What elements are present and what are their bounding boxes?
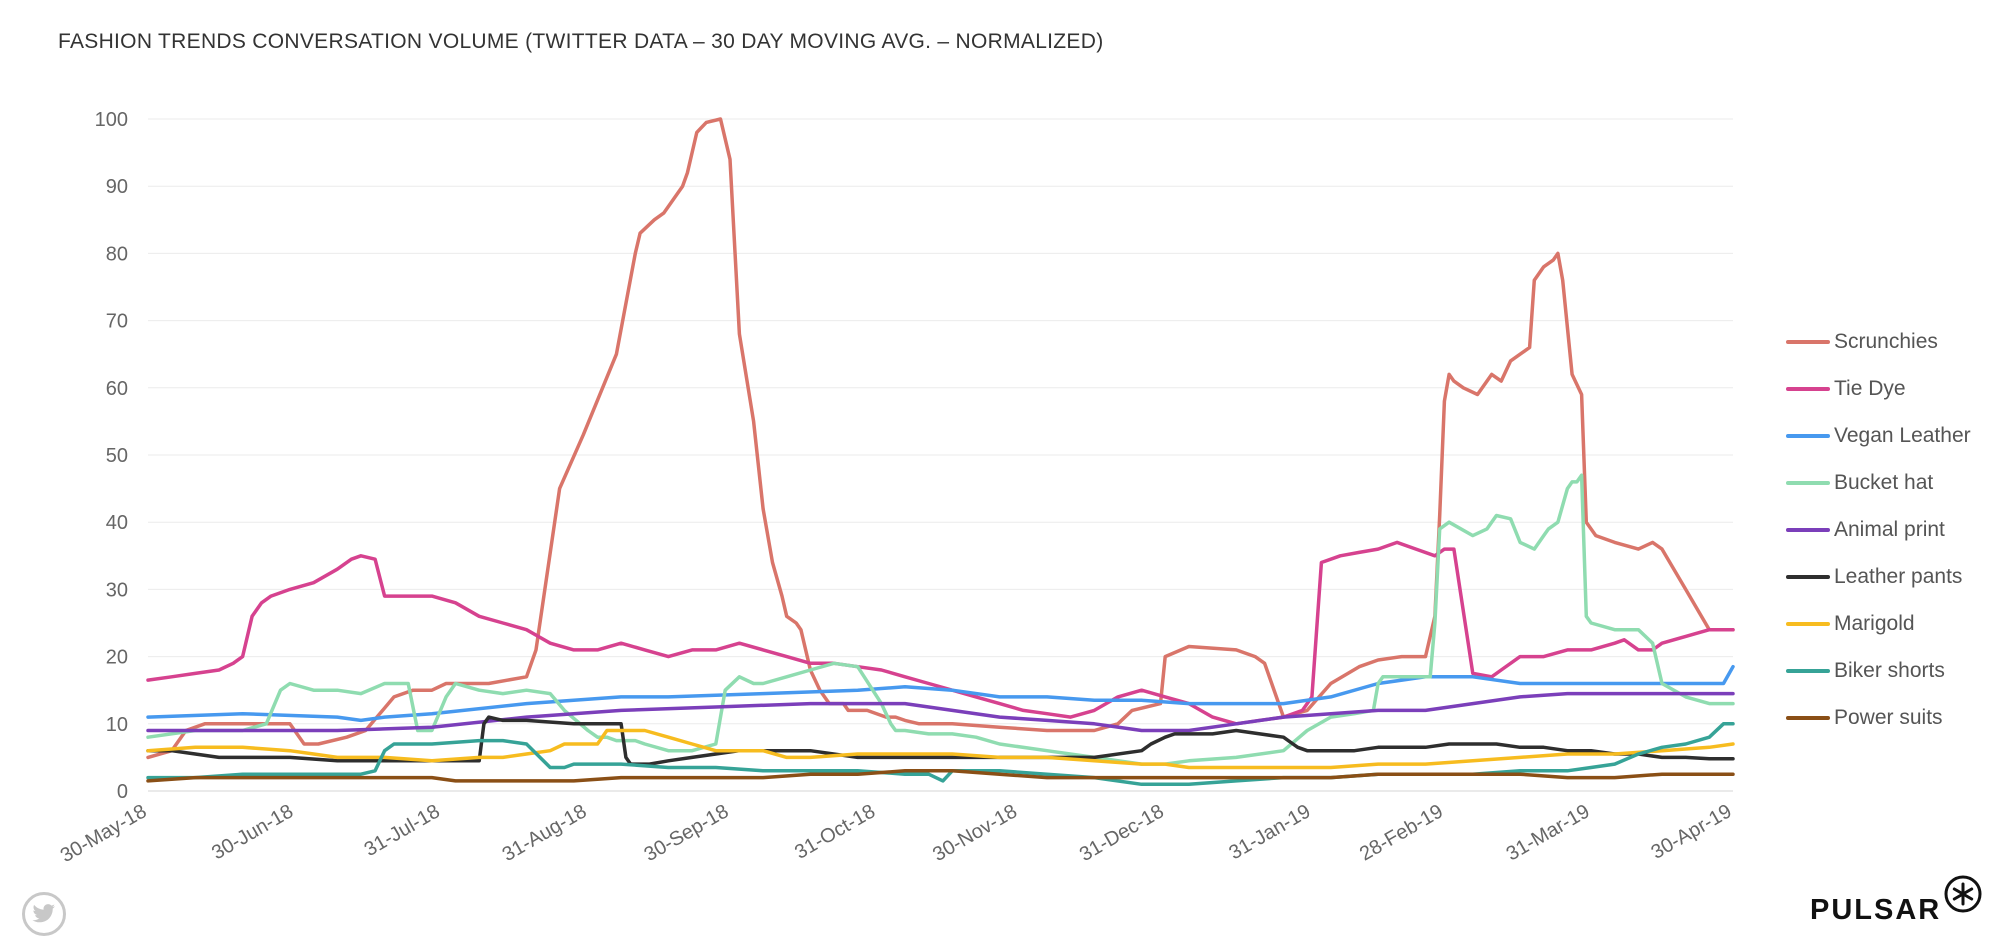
- x-tick-label: 31-Oct-18: [791, 800, 879, 864]
- legend-item-biker-shorts[interactable]: Biker shorts: [1786, 647, 1971, 694]
- legend-label: Scrunchies: [1834, 329, 1938, 353]
- legend-item-power-suits[interactable]: Power suits: [1786, 694, 1971, 741]
- legend: Scrunchies Tie Dye Vegan Leather Bucket …: [1786, 318, 1971, 741]
- legend-label: Animal print: [1834, 517, 1945, 541]
- y-tick-label: 100: [95, 109, 128, 131]
- legend-label: Leather pants: [1834, 564, 1963, 588]
- y-tick-label: 30: [106, 579, 128, 601]
- x-tick-label: 30-May-18: [57, 800, 151, 867]
- y-tick-label: 80: [106, 243, 128, 265]
- legend-item-marigold[interactable]: Marigold: [1786, 600, 1971, 647]
- series-lines: [146, 117, 1735, 787]
- y-axis-ticks: 0 10 20 30 40 50 60 70 80 90 100: [95, 109, 128, 803]
- series-line-tie-dye[interactable]: [146, 540, 1735, 726]
- x-tick-label: 31-Jul-18: [361, 800, 444, 861]
- brand-name: PULSAR: [1810, 894, 1942, 926]
- x-tick-label: 30-Nov-18: [929, 800, 1021, 866]
- series-line-vegan-leather[interactable]: [146, 664, 1735, 723]
- x-tick-label: 30-Apr-19: [1647, 800, 1735, 864]
- y-tick-label: 70: [106, 311, 128, 333]
- series-line-animal-print[interactable]: [146, 691, 1735, 733]
- y-tick-label: 50: [106, 445, 128, 467]
- x-tick-label: 31-Aug-18: [499, 800, 591, 866]
- x-tick-label: 31-Dec-18: [1076, 800, 1168, 866]
- y-tick-label: 40: [106, 512, 128, 534]
- legend-swatch: [1786, 339, 1830, 344]
- y-tick-label: 90: [106, 176, 128, 198]
- y-tick-label: 10: [106, 714, 128, 736]
- legend-label: Tie Dye: [1834, 376, 1906, 400]
- x-tick-label: 30-Jun-18: [208, 800, 297, 864]
- x-tick-label: 31-Mar-19: [1503, 800, 1594, 865]
- x-tick-label: 31-Jan-19: [1225, 800, 1314, 864]
- legend-swatch: [1786, 480, 1830, 485]
- legend-label: Vegan Leather: [1834, 423, 1971, 447]
- legend-item-vegan-leather[interactable]: Vegan Leather: [1786, 412, 1971, 459]
- series-line-bucket-hat[interactable]: [146, 473, 1735, 766]
- legend-item-tie-dye[interactable]: Tie Dye: [1786, 365, 1971, 412]
- x-tick-label: 28-Feb-19: [1356, 800, 1447, 865]
- legend-label: Biker shorts: [1834, 658, 1945, 682]
- y-tick-label: 60: [106, 378, 128, 400]
- series-line-marigold[interactable]: [146, 728, 1735, 770]
- x-tick-label: 30-Sep-18: [641, 800, 733, 866]
- twitter-bird-glyph: [32, 904, 55, 923]
- pulsar-star-icon: [1944, 875, 1982, 913]
- legend-label: Bucket hat: [1834, 470, 1934, 494]
- legend-swatch: [1786, 433, 1830, 438]
- legend-item-scrunchies[interactable]: Scrunchies: [1786, 318, 1971, 365]
- legend-swatch: [1786, 715, 1830, 720]
- legend-swatch: [1786, 527, 1830, 532]
- x-axis-ticks: 30-May-18 30-Jun-18 31-Jul-18 31-Aug-18 30-S…: [57, 800, 1736, 867]
- y-tick-label: 0: [117, 781, 128, 803]
- legend-swatch: [1786, 574, 1830, 579]
- legend-item-leather-pants[interactable]: Leather pants: [1786, 553, 1971, 600]
- legend-swatch: [1786, 668, 1830, 673]
- legend-item-bucket-hat[interactable]: Bucket hat: [1786, 459, 1971, 506]
- series-line-power-suits[interactable]: [146, 769, 1735, 783]
- series-line-scrunchies[interactable]: [146, 117, 1735, 760]
- twitter-icon: [22, 892, 66, 936]
- legend-swatch: [1786, 386, 1830, 391]
- legend-item-animal-print[interactable]: Animal print: [1786, 506, 1971, 553]
- legend-label: Power suits: [1834, 705, 1943, 729]
- legend-swatch: [1786, 621, 1830, 626]
- brand-logo: PULSAR: [1810, 874, 1983, 927]
- y-tick-label: 20: [106, 647, 128, 669]
- legend-label: Marigold: [1834, 611, 1915, 635]
- chart-title: FASHION TRENDS CONVERSATION VOLUME (TWIT…: [58, 30, 1104, 53]
